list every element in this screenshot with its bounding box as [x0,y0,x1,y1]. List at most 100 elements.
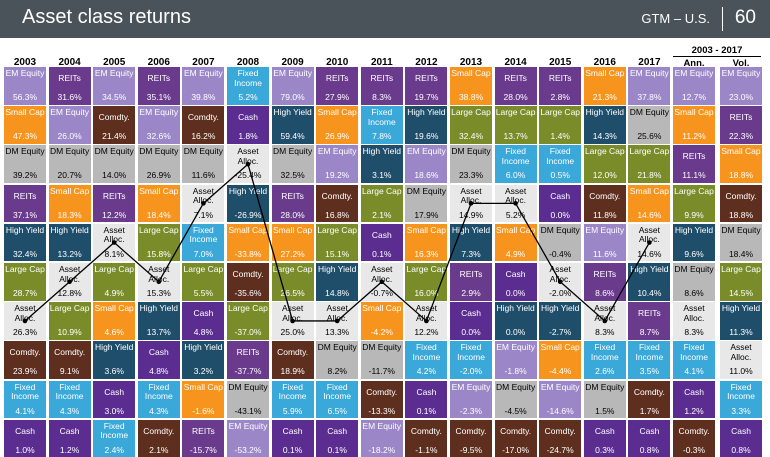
ann-tile-asset-alloc: Asset Alloc. 8.3% [673,302,715,340]
tile-value: 0.1% [282,444,303,455]
tile-label: DM Equity [228,381,268,392]
tile-value: -4.2% [370,327,393,338]
tile-value: -2.3% [459,405,483,416]
tile-em-equity: EM Equity 56.3% [4,67,46,105]
year-header-2017: 2017 [638,57,661,68]
tile-value: 14.9% [458,209,484,220]
tile-small-cap: Small Cap 27.2% [271,223,314,262]
tile-large-cap: Large Cap 28.7% [4,263,46,301]
tile-reits: REITs 27.9% [316,67,359,105]
tile-value: 14.6% [637,248,662,259]
tile-label: EM Equity [721,68,761,78]
tile-large-cap: Large Cap 32.4% [450,106,492,144]
tile-value: 11.8% [593,209,617,220]
summary-period-header: 2003 - 2017 [691,45,743,56]
tile-value: 17.9% [414,209,439,220]
tile-dm-equity: DM Equity -4.5% [494,380,537,419]
header-divider [722,7,723,31]
tile-label: High Yield [362,146,401,157]
tile-value: 39.2% [12,170,38,181]
tile-label: High Yield [318,264,357,274]
tile-small-cap: Small Cap 4.6% [93,302,136,340]
tile-value: 0.0% [550,209,570,220]
tile-high-yield: High Yield 3.6% [93,341,136,379]
tile-value: 59.4% [280,131,305,142]
tile-value: 32.6% [146,131,171,142]
tile-label: Asset Alloc. [549,264,571,284]
tile-small-cap: Small Cap -1.6% [182,380,225,419]
tile-large-cap: Large Cap 2.1% [360,184,403,223]
tile-value: 14.3% [592,131,617,142]
tile-label: Cash [104,386,125,397]
tile-large-cap: Large Cap 4.9% [93,263,136,301]
tile-value: 12.8% [57,288,82,298]
tile-value: 1.4% [550,131,570,142]
tile-label: Cash [550,190,571,201]
tile-value: -4.5% [504,405,527,416]
tile-em-equity: EM Equity 39.8% [182,67,225,105]
tile-value: 38.8% [458,92,484,102]
tile-high-yield: High Yield 0.0% [494,302,537,340]
tile-fixed-income: Fixed Income 7.8% [360,106,403,144]
tile-reits: REITs 31.6% [48,67,91,105]
tile-label: Large Cap [272,264,313,274]
tile-label: High Yield [585,107,624,118]
tile-cash: Cash 1.8% [227,106,269,144]
tile-reits: REITs 2.9% [450,263,492,301]
tile-fixed-income: Fixed Income 2.4% [93,419,136,457]
tile-label: Fixed Income [278,381,307,402]
ann-tile-dm-equity: DM Equity 8.6% [673,263,715,301]
tile-asset-alloc: Asset Alloc. -25.4% [227,145,269,183]
tile-label: DM Equity [495,381,536,392]
tile-label: Small Cap [495,224,536,235]
tile-cash: Cash 0.8% [628,419,671,457]
tile-em-equity: EM Equity 19.2% [316,145,359,183]
tile-reits: REITs 8.7% [628,302,671,340]
tile-high-yield: High Yield 13.7% [137,302,180,340]
tile-value: 4.8% [149,366,169,377]
tile-label: DM Equity [585,381,625,392]
tile-label: High Yield [451,224,491,235]
tile-label: Comdty. [589,190,621,201]
tile-value: 11.6% [191,170,216,181]
tile-cash: Cash 1.2% [48,419,91,457]
tile-label: Large Cap [94,264,135,274]
ann-tile-large-cap: Large Cap 9.9% [673,184,715,223]
tile-value: -13.3% [368,405,396,416]
year-header-2011: 2011 [370,57,393,68]
tile-value: 5.5% [193,288,214,298]
tile-label: DM Equity [451,146,491,157]
tile-fixed-income: Fixed Income 6.5% [316,380,359,419]
tile-label: Asset Alloc. [460,185,482,206]
tile-label: Cash [505,269,526,279]
tile-value: 6.5% [327,405,347,416]
tile-value: 1.7% [639,405,660,416]
tile-comdty: Comdty. 21.4% [93,106,136,144]
tile-value: 28.7% [12,288,38,298]
tile-value: 16.8% [325,209,350,220]
tile-value: 8.2% [327,366,347,377]
tile-high-yield: High Yield -2.7% [539,302,582,340]
tile-value: -14.6% [546,405,574,416]
tile-comdty: Comdty. 1.7% [628,380,671,419]
tile-label: Large Cap [361,185,402,196]
tile-value: 23.9% [12,366,38,377]
tile-asset-alloc: Asset Alloc. 13.3% [316,302,359,340]
tile-value: 34.5% [102,92,127,102]
tile-high-yield: High Yield 3.2% [182,341,225,379]
tile-value: 0.3% [595,444,615,455]
tile-large-cap: Large Cap -37.0% [227,302,269,340]
tile-value: 14.0% [102,170,127,181]
tile-value: 3.6% [104,366,124,377]
year-header-2016: 2016 [593,57,616,68]
tile-label: Large Cap [49,303,90,314]
tile-label: High Yield [5,224,45,235]
tile-label: Large Cap [317,224,358,235]
tile-value: 1.0% [15,444,35,455]
tile-label: High Yield [50,224,89,235]
tile-label: Comdty. [54,347,86,358]
tile-small-cap: Small Cap 21.3% [583,67,626,105]
tile-asset-alloc: Asset Alloc. 14.6% [628,223,671,262]
tile-label: DM Equity [49,146,90,157]
tile-label: Cash [639,425,660,436]
